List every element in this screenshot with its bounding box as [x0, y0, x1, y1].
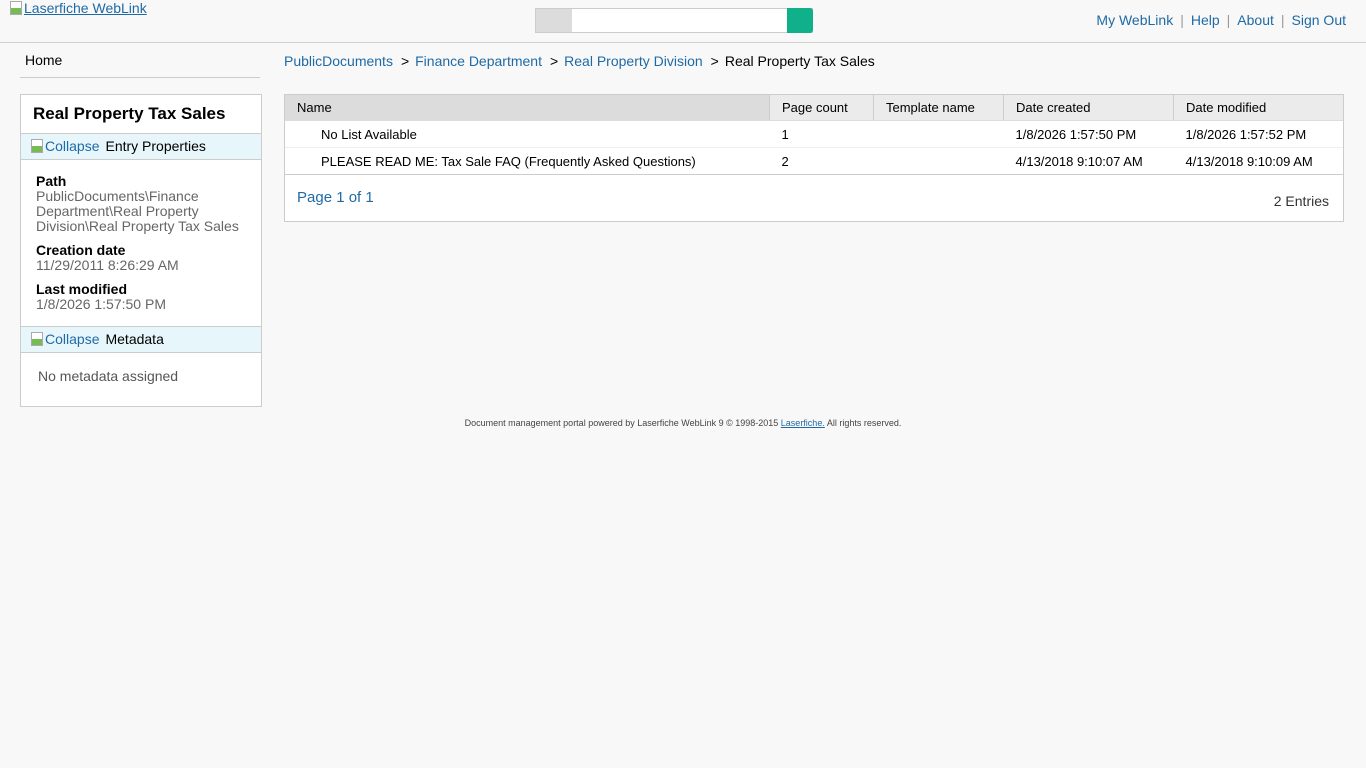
cell-page-count: 2: [769, 147, 874, 175]
separator: |: [1280, 12, 1285, 28]
collapse-icon: [31, 332, 43, 346]
column-header-date-modified[interactable]: Date modified: [1173, 95, 1343, 121]
column-header-date-created[interactable]: Date created: [1003, 95, 1174, 121]
logo-link[interactable]: Laserfiche WebLink: [10, 0, 147, 16]
separator: |: [1180, 12, 1184, 28]
cell-template: [873, 120, 1004, 148]
separator: |: [1226, 12, 1231, 28]
table-row[interactable]: No List Available 1 1/8/2026 1:57:50 PM 1/8…: [285, 120, 1343, 148]
logo-alt-text: Laserfiche WebLink: [24, 0, 147, 16]
breadcrumb-separator: >: [400, 53, 410, 69]
breadcrumb-current: Real Property Tax Sales: [724, 53, 875, 69]
breadcrumb-publicdocuments[interactable]: PublicDocuments: [284, 53, 393, 69]
header: Laserfiche WebLink My WebLink | Help | About…: [0, 0, 1366, 43]
column-header-name[interactable]: Name: [285, 95, 770, 121]
cell-template: [873, 147, 1004, 175]
table-row[interactable]: PLEASE READ ME: Tax Sale FAQ (Frequently…: [285, 147, 1343, 175]
creation-date-label: Creation date: [36, 242, 126, 258]
breadcrumb-real-property-division[interactable]: Real Property Division: [564, 53, 703, 69]
path-label: Path: [36, 173, 67, 189]
my-weblink-link[interactable]: My WebLink: [1096, 12, 1174, 28]
collapse-label: Collapse: [45, 138, 100, 154]
cell-date-modified: 1/8/2026 1:57:52 PM: [1173, 120, 1343, 148]
column-header-template-name[interactable]: Template name: [873, 95, 1004, 121]
entry-properties: Path PublicDocuments\Finance Department\…: [21, 160, 261, 326]
pager[interactable]: Page 1 of 1: [297, 189, 374, 206]
column-header-page-count[interactable]: Page count: [769, 95, 874, 121]
breadcrumb-separator: >: [710, 53, 719, 69]
cell-date-modified: 4/13/2018 9:10:09 AM: [1173, 147, 1343, 175]
laserfiche-link[interactable]: Laserfiche.: [780, 418, 825, 428]
entry-count: 2 Entries: [1273, 193, 1329, 209]
no-metadata-text: No metadata assigned: [38, 368, 179, 384]
creation-date-value: 11/29/2011 8:26:29 AM: [36, 257, 179, 273]
cell-name[interactable]: PLEASE READ ME: Tax Sale FAQ (Frequently…: [285, 147, 770, 175]
cell-date-created: 4/13/2018 9:10:07 AM: [1003, 147, 1174, 175]
panel-title: Real Property Tax Sales: [33, 104, 226, 123]
last-modified-value: 1/8/2026 1:57:50 PM: [36, 296, 166, 312]
sign-out-link[interactable]: Sign Out: [1291, 12, 1346, 28]
metadata-header[interactable]: Collapse Metadata: [21, 326, 261, 353]
section-label: Metadata: [105, 331, 164, 347]
breadcrumb-finance-department[interactable]: Finance Department: [415, 53, 542, 69]
broken-image-icon: [10, 1, 22, 15]
search-type-dropdown[interactable]: [536, 9, 572, 32]
entry-properties-header[interactable]: Collapse Entry Properties: [21, 133, 261, 160]
grid-footer-divider: [285, 174, 1343, 175]
help-link[interactable]: Help: [1190, 12, 1220, 28]
last-modified-label: Last modified: [36, 281, 128, 297]
footer-suffix: All rights reserved.: [824, 418, 902, 428]
collapse-button[interactable]: Collapse: [31, 138, 99, 154]
breadcrumb-separator: >: [549, 53, 559, 69]
home-link[interactable]: Home: [20, 52, 260, 78]
section-label: Entry Properties: [105, 138, 206, 154]
top-links: My WebLink | Help | About | Sign Out: [1096, 12, 1346, 28]
collapse-label: Collapse: [45, 331, 100, 347]
document-grid: Name Page count Template name Date creat…: [284, 94, 1344, 222]
cell-page-count: 1: [769, 120, 874, 148]
about-link[interactable]: About: [1237, 12, 1274, 28]
collapse-icon: [31, 139, 43, 153]
search-button[interactable]: [787, 8, 813, 33]
collapse-button[interactable]: Collapse: [31, 331, 99, 347]
footer-text: Document management portal powered by La…: [464, 418, 779, 428]
path-value: PublicDocuments\Finance Department\Real …: [36, 188, 239, 234]
cell-name[interactable]: No List Available: [285, 120, 770, 148]
entry-panel: Real Property Tax Sales Collapse Entry Pr…: [20, 94, 262, 407]
cell-date-created: 1/8/2026 1:57:50 PM: [1003, 120, 1174, 148]
footer: Document management portal powered by La…: [0, 418, 1366, 428]
breadcrumb: PublicDocuments > Finance Department > Real …: [284, 53, 875, 69]
search-box: [535, 8, 813, 33]
